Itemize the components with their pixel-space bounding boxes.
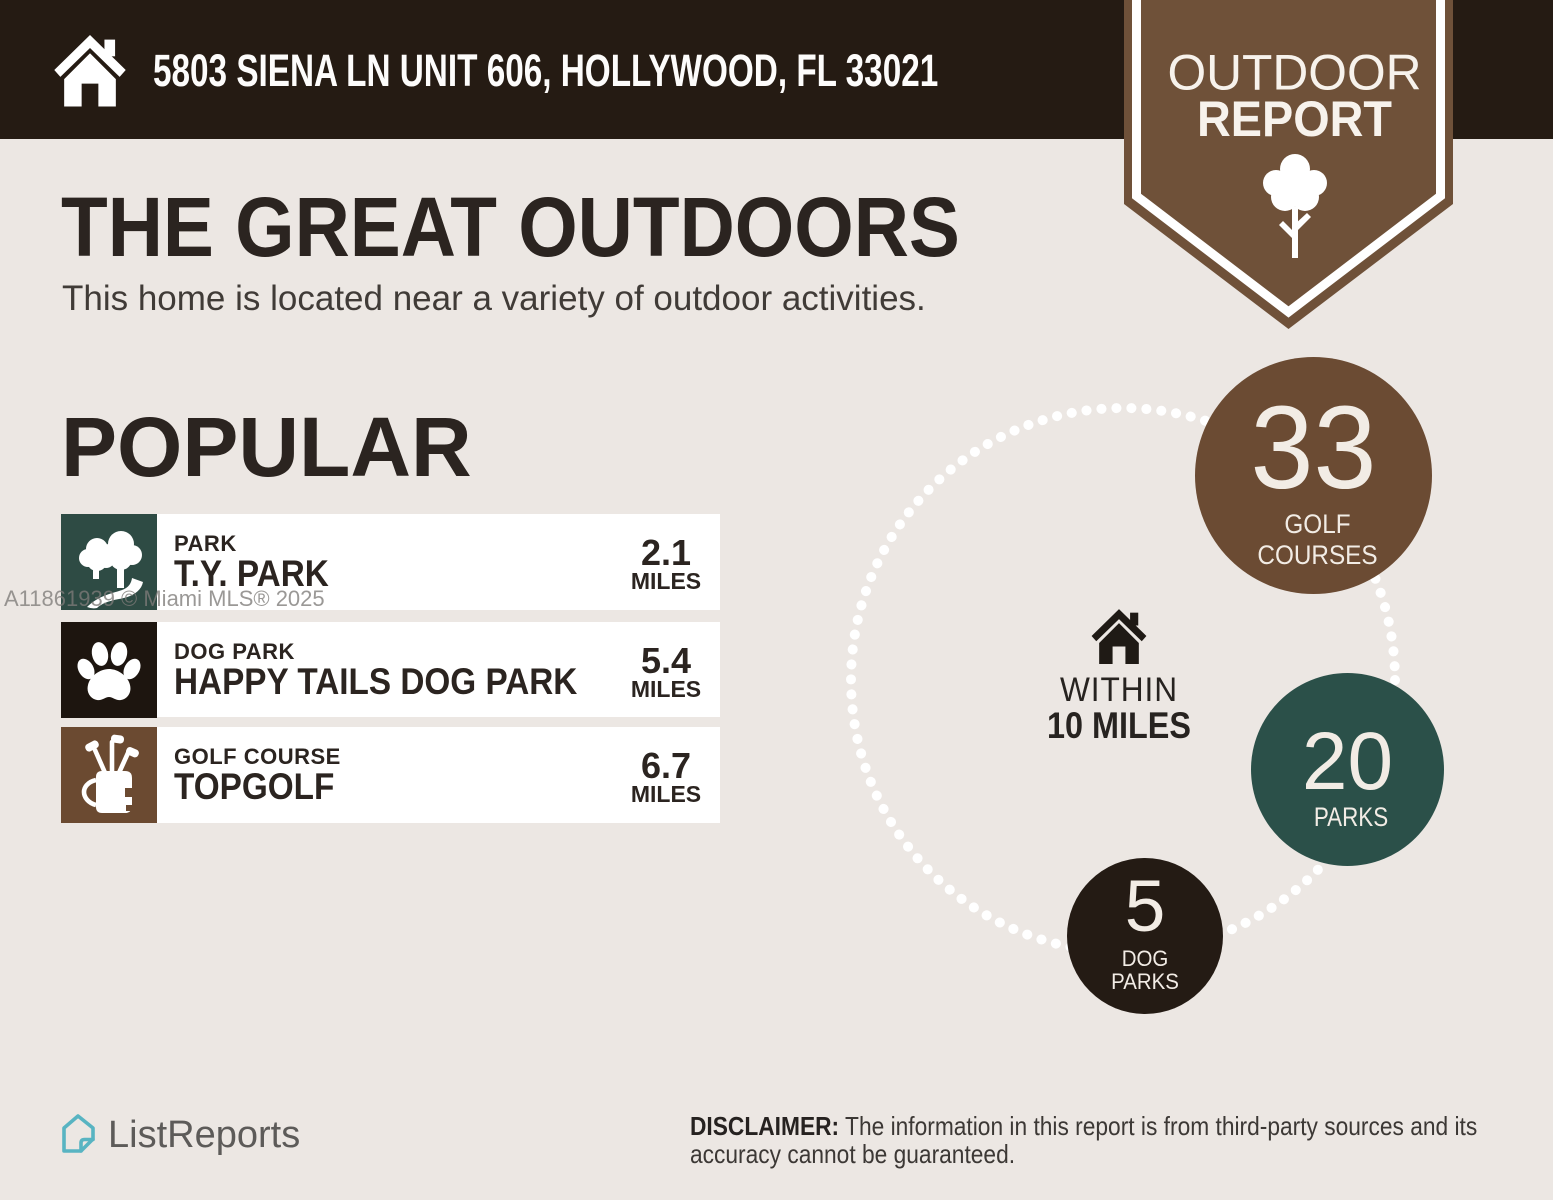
svg-text:REPORT: REPORT [1197,91,1392,147]
svg-text:OUTDOOR: OUTDOOR [1168,45,1422,101]
